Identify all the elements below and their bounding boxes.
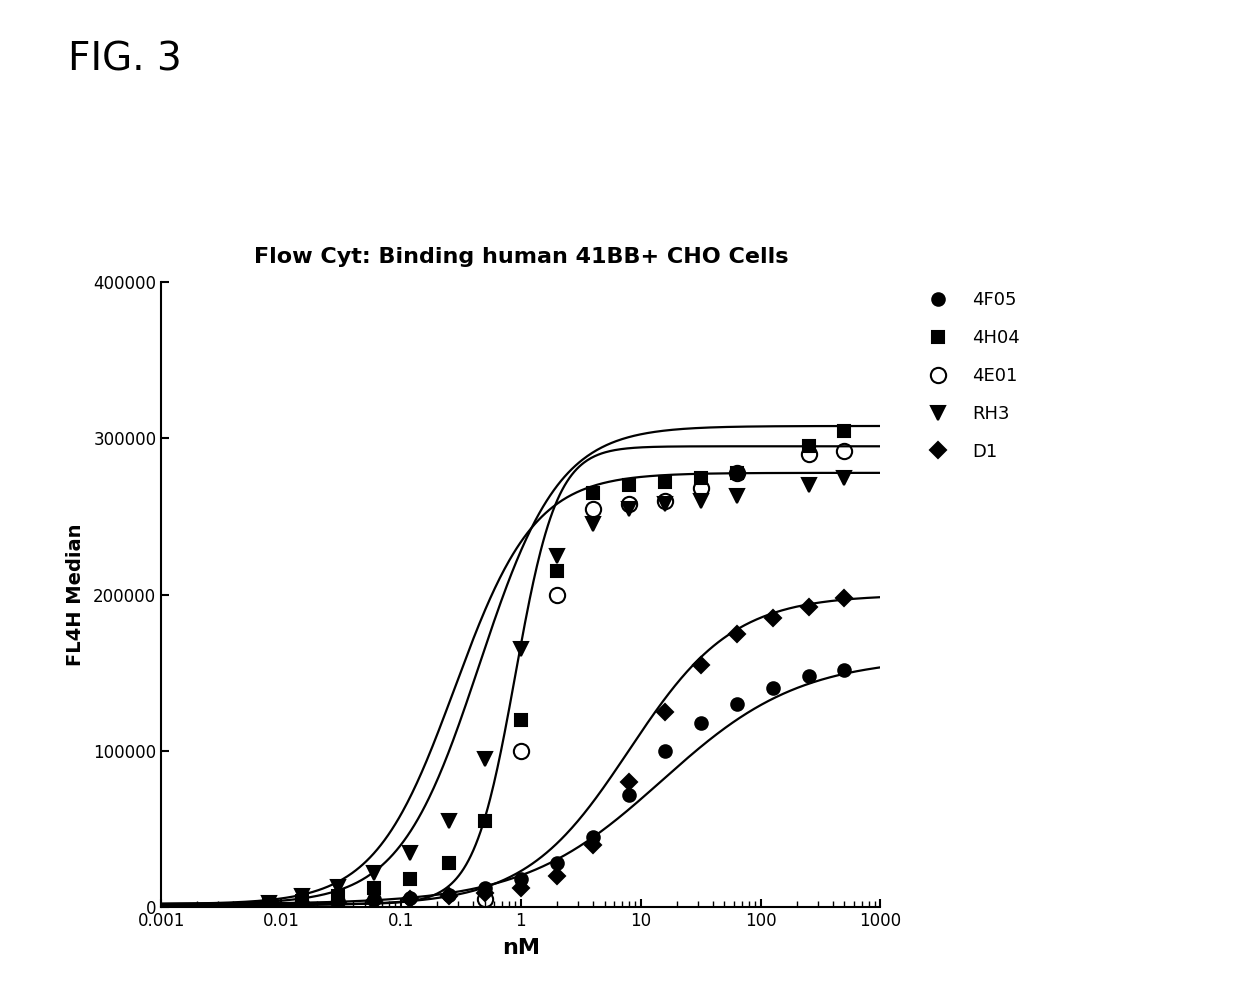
RH3 — [367, 867, 382, 879]
4H04 — [295, 895, 310, 907]
D1 — [621, 776, 636, 788]
Y-axis label: FL4H Median: FL4H Median — [66, 523, 84, 666]
4F05 — [766, 682, 781, 695]
Line: RH3: RH3 — [263, 471, 852, 909]
D1 — [367, 895, 382, 907]
X-axis label: nM: nM — [502, 938, 539, 959]
Line: 4F05: 4F05 — [263, 663, 851, 910]
RH3 — [262, 896, 277, 908]
4H04 — [367, 882, 382, 894]
4E01 — [730, 467, 745, 479]
4F05 — [477, 882, 492, 894]
RH3 — [549, 549, 564, 561]
4H04 — [441, 858, 456, 870]
RH3 — [585, 518, 600, 530]
4E01 — [513, 745, 528, 757]
RH3 — [477, 753, 492, 765]
Text: FIG. 3: FIG. 3 — [68, 40, 182, 79]
4H04 — [693, 472, 708, 484]
4F05 — [837, 663, 852, 675]
Line: 4E01: 4E01 — [477, 444, 852, 907]
D1 — [513, 882, 528, 894]
4H04 — [403, 873, 418, 885]
D1 — [837, 592, 852, 604]
4H04 — [585, 487, 600, 499]
4H04 — [730, 467, 745, 479]
D1 — [730, 628, 745, 640]
RH3 — [657, 498, 672, 510]
4E01 — [693, 483, 708, 495]
Line: 4H04: 4H04 — [263, 424, 851, 910]
D1 — [331, 896, 346, 908]
4F05 — [513, 873, 528, 885]
RH3 — [295, 890, 310, 902]
4F05 — [730, 698, 745, 710]
RH3 — [513, 643, 528, 655]
4F05 — [331, 895, 346, 907]
D1 — [403, 893, 418, 905]
4F05 — [802, 670, 817, 682]
4H04 — [513, 714, 528, 726]
RH3 — [331, 881, 346, 893]
4H04 — [262, 898, 277, 910]
4F05 — [585, 831, 600, 843]
D1 — [262, 899, 277, 911]
RH3 — [621, 503, 636, 515]
4H04 — [802, 440, 817, 453]
4F05 — [262, 898, 277, 910]
Title: Flow Cyt: Binding human 41BB+ CHO Cells: Flow Cyt: Binding human 41BB+ CHO Cells — [253, 247, 789, 267]
D1 — [549, 870, 564, 882]
4H04 — [477, 815, 492, 828]
RH3 — [441, 815, 456, 828]
4F05 — [403, 892, 418, 904]
4H04 — [657, 476, 672, 488]
4E01 — [585, 503, 600, 515]
4H04 — [837, 424, 852, 436]
Legend: 4F05, 4H04, 4E01, RH3, D1: 4F05, 4H04, 4E01, RH3, D1 — [918, 291, 1021, 461]
D1 — [295, 898, 310, 910]
4F05 — [441, 889, 456, 901]
D1 — [585, 839, 600, 851]
4H04 — [621, 479, 636, 491]
4E01 — [837, 445, 852, 457]
4F05 — [367, 893, 382, 905]
4F05 — [621, 788, 636, 800]
D1 — [766, 612, 781, 624]
RH3 — [693, 495, 708, 507]
4F05 — [693, 717, 708, 729]
RH3 — [730, 490, 745, 502]
D1 — [477, 887, 492, 899]
4E01 — [477, 893, 492, 905]
4H04 — [549, 565, 564, 578]
4E01 — [657, 495, 672, 507]
D1 — [693, 659, 708, 671]
RH3 — [802, 479, 817, 491]
4E01 — [549, 589, 564, 601]
D1 — [657, 706, 672, 718]
4E01 — [802, 448, 817, 460]
RH3 — [403, 847, 418, 859]
RH3 — [837, 472, 852, 484]
D1 — [802, 601, 817, 613]
D1 — [441, 890, 456, 902]
4F05 — [549, 858, 564, 870]
Line: D1: D1 — [264, 593, 849, 911]
4H04 — [331, 890, 346, 902]
4E01 — [621, 498, 636, 510]
4F05 — [657, 745, 672, 757]
4F05 — [295, 896, 310, 908]
